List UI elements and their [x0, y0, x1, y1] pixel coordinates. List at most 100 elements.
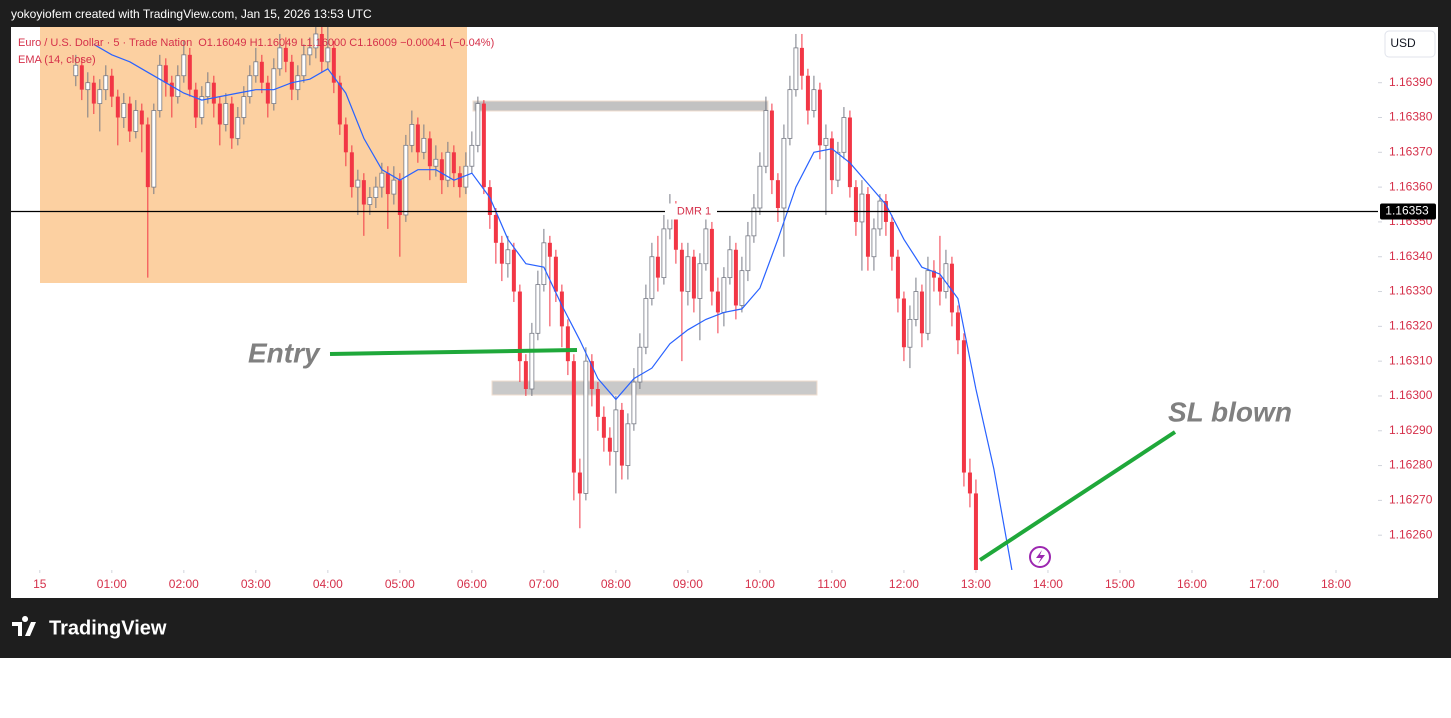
candle-body	[103, 75, 109, 91]
candle-body	[823, 137, 829, 146]
candle-body	[577, 472, 582, 494]
candle-body	[487, 187, 492, 215]
candle-body	[283, 47, 288, 62]
candle-body	[379, 172, 385, 188]
candle-body	[247, 75, 253, 98]
candle-body	[415, 124, 420, 153]
candle-body	[73, 64, 79, 77]
candle-body	[241, 96, 247, 118]
candle-body	[307, 47, 313, 56]
candle-body	[919, 291, 924, 334]
candle-body	[721, 277, 727, 313]
candle-body	[547, 242, 552, 257]
arrow-line	[329, 348, 578, 356]
candle-body	[325, 47, 331, 63]
candle-body	[763, 110, 769, 167]
candle-body	[421, 137, 427, 153]
legend-ema: EMA (14, close)	[18, 54, 96, 66]
currency: USD	[1390, 36, 1416, 50]
candle-body	[895, 256, 900, 299]
candle-body	[973, 493, 978, 570]
candle-body	[799, 47, 804, 76]
candle-body	[829, 138, 834, 181]
zone	[491, 380, 818, 396]
candle-body	[745, 235, 751, 272]
candle-body	[151, 110, 157, 188]
candle-body	[91, 82, 96, 104]
candle-body	[331, 47, 336, 83]
candle-body	[223, 103, 229, 125]
arrow-line	[978, 430, 1177, 562]
brand: TradingView	[49, 617, 167, 639]
candle-body	[343, 124, 348, 153]
candle-body	[523, 361, 528, 389]
candle-body	[787, 89, 793, 139]
candle-body	[967, 472, 972, 494]
candle-body	[193, 89, 198, 118]
alert-icon[interactable]	[1029, 546, 1051, 568]
candle-body	[115, 96, 120, 118]
x-tick-label: 09:00	[673, 577, 703, 591]
x-tick-label: 18:00	[1321, 577, 1351, 591]
y-tick-label: 1.16320	[1389, 319, 1433, 333]
candle-body	[205, 82, 211, 98]
candle-body	[391, 179, 397, 195]
ema-line	[93, 43, 1013, 570]
price-tag: 1.16353	[1385, 204, 1429, 218]
x-tick-label: 08:00	[601, 577, 631, 591]
candle-body	[499, 242, 504, 264]
candle-body	[157, 64, 163, 111]
candle-body	[235, 117, 241, 139]
candle-body	[133, 110, 139, 132]
candle-body	[631, 381, 637, 425]
candle-body	[601, 416, 606, 438]
candle-body	[583, 360, 589, 494]
candle-body	[541, 242, 547, 285]
candle-body	[403, 144, 409, 216]
candle-body	[907, 318, 913, 348]
candle-body	[361, 180, 366, 205]
candle-body	[619, 409, 624, 466]
candle-body	[469, 144, 475, 167]
candle-body	[943, 263, 949, 292]
x-tick-label: 15:00	[1105, 577, 1135, 591]
y-tick-label: 1.16260	[1389, 527, 1433, 541]
candle-body	[277, 47, 283, 70]
candle-body	[805, 75, 810, 111]
candle-body	[259, 61, 264, 83]
candle-body	[265, 82, 270, 104]
candle-body	[121, 103, 127, 118]
candle-body	[373, 186, 379, 198]
candle-body	[127, 103, 132, 132]
y-tick-label: 1.16370	[1389, 144, 1433, 158]
x-tick-label: 04:00	[313, 577, 343, 591]
y-tick-label: 1.16270	[1389, 493, 1433, 507]
candle-body	[385, 173, 390, 195]
candle-body	[559, 291, 564, 327]
candle-body	[811, 89, 817, 111]
candle-body	[613, 409, 619, 453]
candle-body	[913, 291, 919, 320]
currency-button[interactable]	[1384, 30, 1436, 58]
level-label: DMR 1	[677, 205, 711, 217]
candle-body	[889, 221, 894, 257]
candle-body	[97, 89, 103, 104]
candle-body	[571, 361, 576, 473]
candle-body	[841, 117, 847, 153]
symbol: Euro / U.S. Dollar · 5 · Trade Nation	[18, 37, 192, 49]
candle-body	[643, 298, 649, 348]
candle-body	[751, 207, 757, 237]
candle-body	[217, 103, 222, 125]
x-tick-label: 15	[33, 577, 47, 591]
candle-body	[457, 173, 462, 188]
candle-body	[769, 110, 774, 181]
y-tick-label: 1.16340	[1389, 249, 1433, 263]
candle-body	[199, 96, 205, 118]
x-tick-label: 16:00	[1177, 577, 1207, 591]
candle-body	[757, 165, 763, 209]
y-tick-label: 1.16330	[1389, 284, 1433, 298]
x-tick-label: 14:00	[1033, 577, 1063, 591]
candle-body	[679, 249, 684, 292]
candle-body	[553, 256, 558, 292]
